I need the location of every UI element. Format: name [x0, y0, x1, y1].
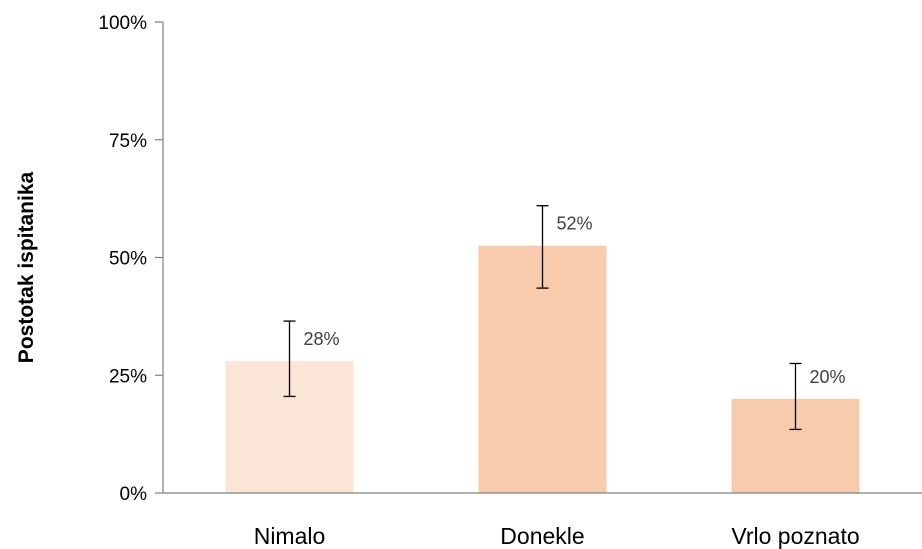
y-tick-label: 75%	[109, 131, 147, 152]
data-label: 28%	[304, 329, 340, 349]
data-labels-layer: 28% 52% 20%	[304, 214, 846, 387]
x-labels-layer: Nimalo Donekle Vrlo poznato	[254, 523, 860, 549]
x-category-label: Vrlo poznato	[731, 523, 859, 549]
x-category-label: Nimalo	[254, 523, 326, 549]
y-axis-title: Postotak ispitanika	[15, 171, 38, 363]
error-bars-layer	[283, 205, 802, 431]
y-tick-label: 100%	[98, 13, 147, 34]
y-tick-label: 25%	[109, 366, 147, 387]
data-label: 20%	[810, 367, 846, 387]
y-ticks-layer: 0% 25% 50% 75% 100%	[98, 13, 163, 505]
y-tick-label: 0%	[120, 484, 148, 505]
data-label: 52%	[557, 214, 593, 234]
y-tick-label: 50%	[109, 249, 147, 270]
x-category-label: Donekle	[500, 523, 584, 549]
